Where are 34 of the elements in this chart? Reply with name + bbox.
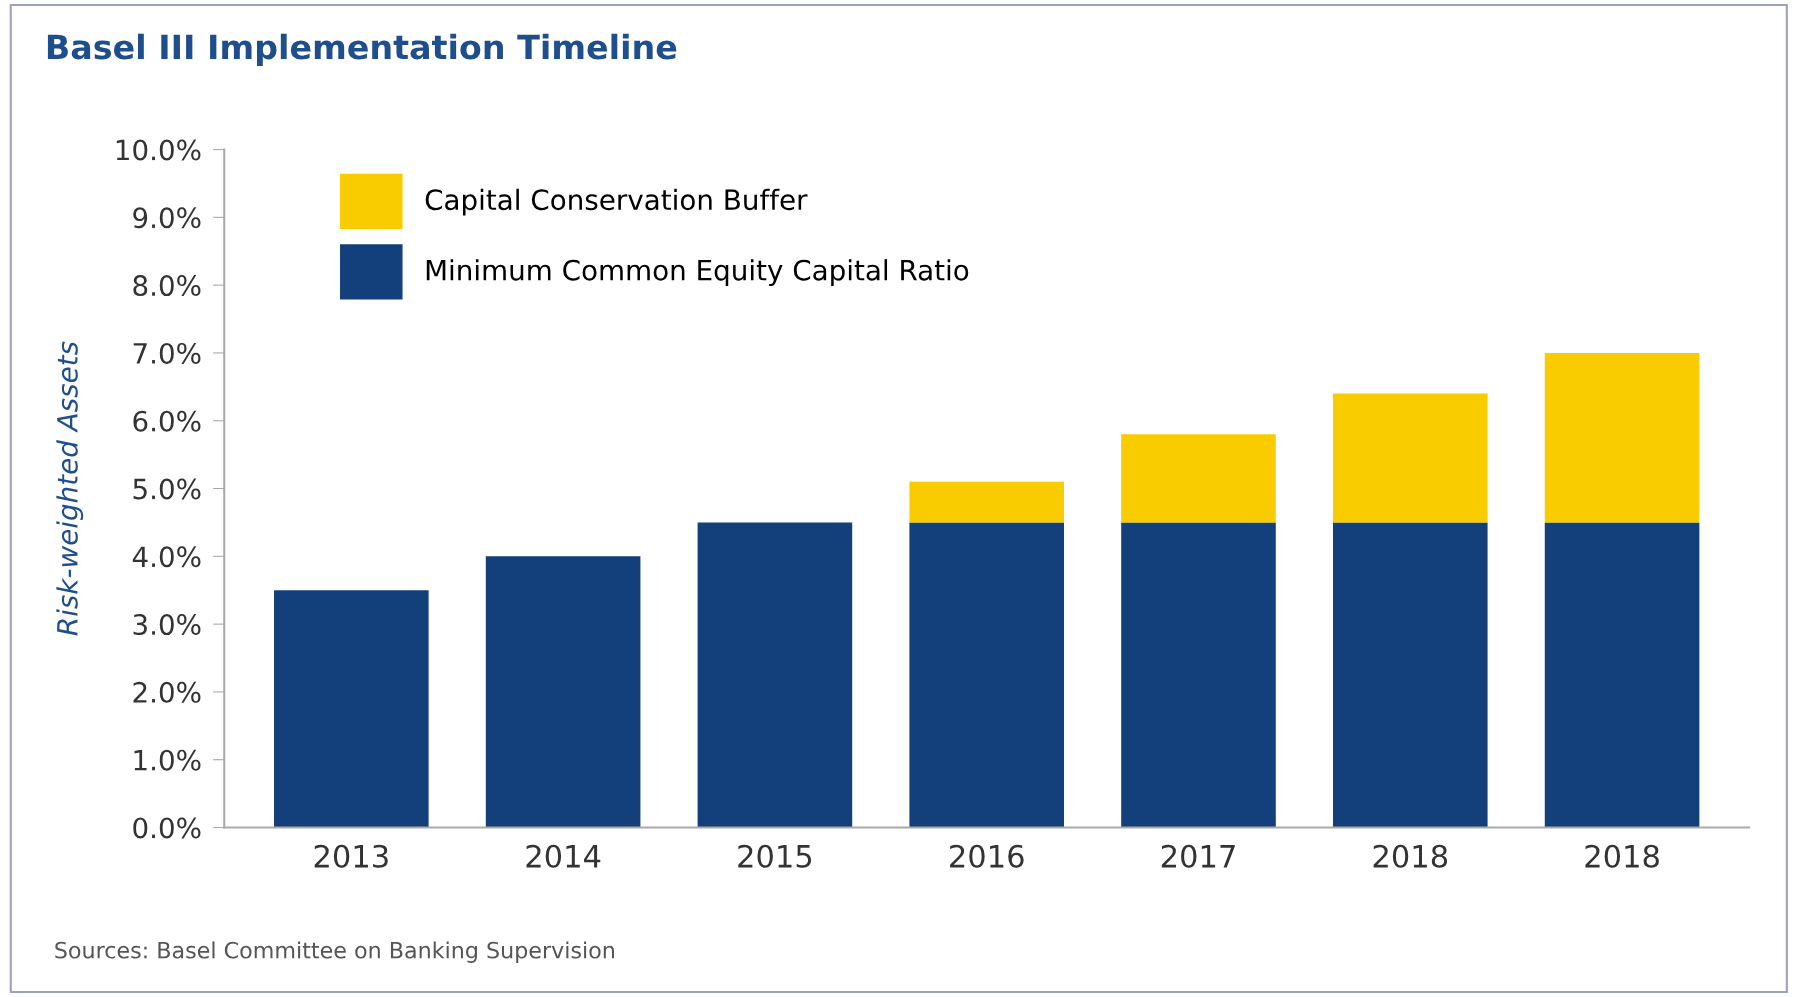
x-tick-label: 2017 — [1161, 844, 1235, 868]
bar — [274, 590, 429, 828]
y-tick-label: 8.0% — [133, 275, 201, 297]
y-tick-label: 3.0% — [133, 614, 201, 636]
y-tick-label: 4.0% — [132, 546, 201, 568]
bar — [909, 522, 1064, 828]
x-tick-label: 2018 — [1585, 844, 1659, 868]
bar — [697, 522, 853, 828]
bar — [1121, 522, 1276, 828]
x-tick-label: 2016 — [950, 844, 1024, 868]
y-tick-label: 7.0% — [133, 342, 201, 364]
y-tick-label: 1.0% — [134, 749, 201, 771]
legend-label: Minimum Common Equity Capital Ratio — [426, 259, 969, 287]
legend-label: Capital Conservation Buffer — [425, 188, 808, 216]
y-tick-label: 0.0% — [133, 817, 201, 839]
x-tick-label: 2018 — [1373, 844, 1448, 868]
bar — [1544, 352, 1700, 523]
x-tick-label: 2015 — [738, 844, 812, 868]
chart-title: Basel III Implementation Timeline — [47, 33, 677, 66]
bar — [1121, 434, 1276, 523]
bar — [1544, 522, 1700, 828]
source-note: Sources: Basel Committee on Banking Supervision — [55, 941, 614, 963]
y-axis-title: Risk-weighted Assets — [56, 341, 84, 636]
bar — [1332, 393, 1488, 523]
y-tick-label: 10.0% — [116, 139, 201, 161]
bar — [909, 481, 1064, 523]
y-tick-label: 6.0% — [133, 410, 201, 432]
y-tick-label: 5.0% — [133, 478, 201, 500]
x-tick-label: 2014 — [526, 844, 601, 868]
y-tick-label: 2.0% — [133, 681, 201, 703]
y-tick-label: 9.0% — [133, 207, 201, 229]
bar — [485, 556, 641, 828]
x-tick-label: 2013 — [314, 844, 388, 868]
bar — [1332, 522, 1488, 828]
